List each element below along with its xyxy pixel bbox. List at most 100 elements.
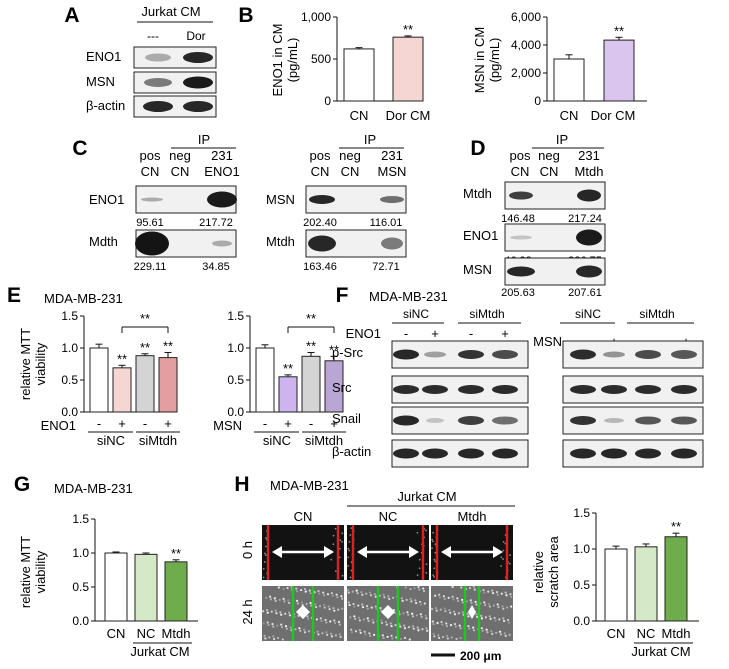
y-axis-label: relative MTT [18,328,33,400]
blot-a-2-band [143,101,173,112]
arrow-head [272,546,282,558]
blot-d-2 [504,257,606,286]
cell-speckle [423,602,426,605]
treatment-sign: - [97,416,101,431]
chart-e2-tick-label: 0.5 [227,373,244,387]
row-label: 24 h [240,599,255,624]
cell-speckle [350,628,353,631]
lane-label-top: 231 [578,148,600,163]
cell-speckle [318,592,321,595]
cell-speckle [284,625,288,628]
column-label: Mtdh [458,509,487,524]
blot-f2-3-band [570,448,596,459]
cell-speckle [444,610,447,613]
cell-speckle [280,623,283,626]
cell-speckle [461,611,464,614]
cell-speckle [502,540,505,543]
cell-speckle [455,637,458,641]
lane-label-top: 231 [211,148,233,163]
cell-speckle [400,597,403,600]
cell-speckle [360,591,363,594]
blot-d-1 [504,223,606,252]
cell-speckle [332,543,335,546]
cell-speckle [276,636,280,640]
chart-b1-tick-label: 500 [311,52,331,66]
chart-h-bar [604,548,628,622]
group-label: Jurkat CM [631,644,690,659]
panel-h: H MDA-MB-231 Jurkat CM CN NC Mtdh 0 h 24 h 200 μ… [234,473,699,663]
cell-speckle [469,599,472,602]
density-value: 72.71 [372,261,400,273]
cell-speckle [394,623,397,627]
cell-speckle [418,558,421,561]
cell-speckle [357,604,360,607]
panel-a: A Jurkat CM --- Dor ENO1 MSN β-actin [64,4,217,118]
cell-speckle [368,632,371,635]
scratch-image-0h [431,525,513,580]
y-axis-label: scratch area [546,535,561,607]
cell-speckle [474,600,477,604]
chart-g-tick-label: 1.0 [72,546,89,560]
cell-speckle [504,634,507,637]
blot-f1-3-band [422,448,448,459]
cell-speckle [410,600,413,603]
cell-speckle [326,633,329,636]
cell-speckle [278,598,281,601]
treatment-sign: - [309,416,313,431]
cell-speckle [322,591,325,594]
cell-speckle [373,633,376,636]
cell-speckle [303,628,306,631]
treatment-label: MSN [213,418,242,433]
cell-speckle [422,587,425,590]
x-label: Dor CM [386,108,431,123]
cell-speckle [502,617,505,620]
cell-speckle [399,625,402,628]
x-label: Mtdh [662,626,691,641]
cell-speckle [347,547,350,550]
cell-speckle [448,609,451,612]
cell-speckle [414,599,417,602]
chart-b2-bar [603,39,635,102]
y-axis-unit: (pg/mL) [285,38,300,83]
blot-c-right-0-band [309,195,335,204]
treatment-label: ENO1 [41,418,76,433]
chart-e1-bar [112,367,132,413]
blot-c-right-1 [305,229,407,258]
scratch-image-0h [347,525,429,580]
cell-speckle [295,587,298,590]
cell-speckle [349,534,352,536]
cell-line-label: MDA-MB-231 [44,291,123,306]
chart-b2-tick-label: 2,000 [511,66,541,80]
cell-speckle [443,597,446,600]
cell-speckle [496,593,499,596]
cell-speckle [348,540,351,543]
cell-speckle [283,600,286,603]
cell-speckle [432,574,435,577]
blot-f1-0-band [458,350,484,359]
blot-c-left-0 [135,185,237,214]
cell-speckle [269,598,273,601]
cell-speckle [508,562,511,565]
density-value: 95.61 [136,217,164,229]
cell-speckle [339,635,342,639]
cell-speckle [440,620,443,624]
panel-letter-h: H [234,473,249,496]
cell-speckle [325,631,328,634]
cell-speckle [446,637,449,640]
cell-speckle [402,612,405,615]
cell-speckle [322,603,326,607]
cell-speckle [480,627,484,630]
panel-letter-f: F [336,284,349,307]
chart-g: 0.0 0.5 1.0 1.5 ** [72,512,198,628]
cell-speckle [483,601,486,604]
cell-speckle [432,632,435,635]
group-label: Jurkat CM [130,644,189,659]
chart-e1-bar [135,355,155,413]
cell-speckle [317,590,320,593]
chart-b2-bar [553,58,585,102]
chart-e2-bar [255,347,275,413]
cell-speckle [445,634,449,637]
cell-speckle [381,634,384,637]
cell-speckle [502,558,504,560]
blot-f1-0-band [393,349,419,360]
